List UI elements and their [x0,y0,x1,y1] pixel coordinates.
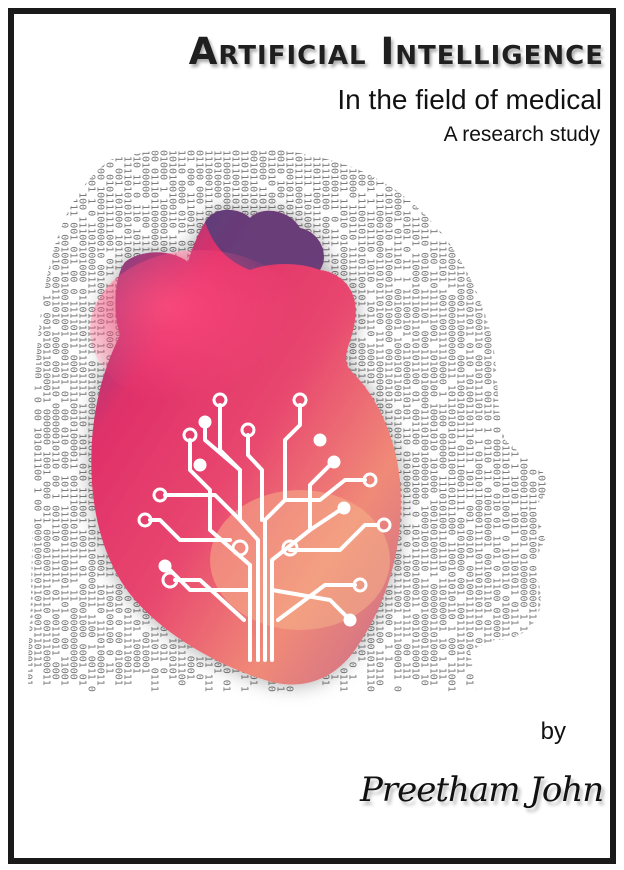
book-title: Artificial Intelligence [188,30,604,73]
svg-text:11 1000 1101100011010001111 1: 11 1000 1101100011010001111 1 1101 01 10… [491,150,502,692]
book-subtitle: In the field of medical [337,84,602,115]
svg-text:1101 0100000000001001000010101: 1101 01000000000010010000101011 0110 101… [464,150,475,686]
svg-text:0 10 0 100 11100101000 0110111: 0 10 0 100 11100101000 01101110111110111… [77,150,88,686]
circuit-nodes [137,392,392,627]
svg-text:00001 0 000 0 0010011010010100: 00001 0 000 0 00100110100101001 0001101 … [59,150,70,686]
svg-text:011 111100000110 00100 111101: 011 111100000110 00100 111101 0001111010… [419,150,430,686]
svg-text:0111010100100 100 011010001110: 0111010100100 100 011010001110000 000110… [455,150,466,674]
svg-text:1 1 01 0001010 100011100110111: 1 1 01 0001010 100011100110111000010000 … [482,150,493,680]
svg-text:11010111000100110010 00111010: 11010111000100110010 00111010 1000 00111… [50,150,61,680]
svg-text:001001010110010 1010001100100: 001001010110010 1010001100100000 0011101… [383,150,394,662]
svg-text:01 11 000001 0111101 1 0010001: 01 11 000001 0111101 1 0010001 100010110… [392,150,403,692]
svg-text:00 11 011 10101 0 11 1 111001: 00 11 011 10101 0 11 1 11100101 01100001… [401,150,412,680]
svg-text:000 1110000000100 001100 01000: 000 1110000000100 001100 01000110 001011… [473,150,484,692]
svg-text:101101011 01100111110100 01100: 101101011 01100111110100 011001010110100… [545,150,556,686]
author-signature: Preetham John [360,770,604,810]
by-label: by [540,718,566,745]
svg-text:01101 0 111 001 011 00 0 111: 01101 0 111 001 011 00 0 11110111 000111… [68,150,79,680]
svg-text:0 11 11 0111 1 1100 110111111: 0 11 11 0111 1 1100 110111111001 1010010… [428,150,439,686]
svg-text:01 01 0010 11101 110001011001: 01 01 0010 11101 1100010110011010101100 … [410,150,421,680]
circuit-tree-icon [148,403,380,662]
svg-text:0011001 1 0 110100001111 10111: 0011001 1 0 110100001111 101111101 01011… [86,150,97,692]
svg-text:0 001011100101110010101001101: 0 001011100101110010101001101 10 0101011… [554,150,565,686]
svg-text:010 101100110 01111010 01100: 010 101100110 01111010 01100 00 000100 1… [32,150,43,668]
svg-text:0 1000011 0000 1110101 1001100: 0 1000011 0000 1110101 1001100111110000 … [437,150,448,680]
svg-text:1 0010100 1011000000111 000000: 1 0010100 1011000000111 00000000000111 1… [446,150,457,692]
book-tagline: A research study [443,123,600,146]
svg-text:1 100 1001000101110000 110 110: 1 100 1001000101110000 110 1100001100000… [536,150,547,686]
svg-text:0 1010110011 0011010000 10 001: 0 1010110011 0011010000 10 0010101101000… [41,150,52,686]
